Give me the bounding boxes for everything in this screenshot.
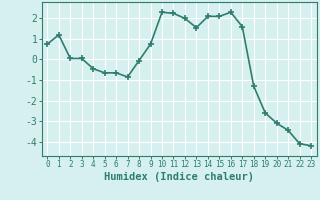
X-axis label: Humidex (Indice chaleur): Humidex (Indice chaleur): [104, 172, 254, 182]
